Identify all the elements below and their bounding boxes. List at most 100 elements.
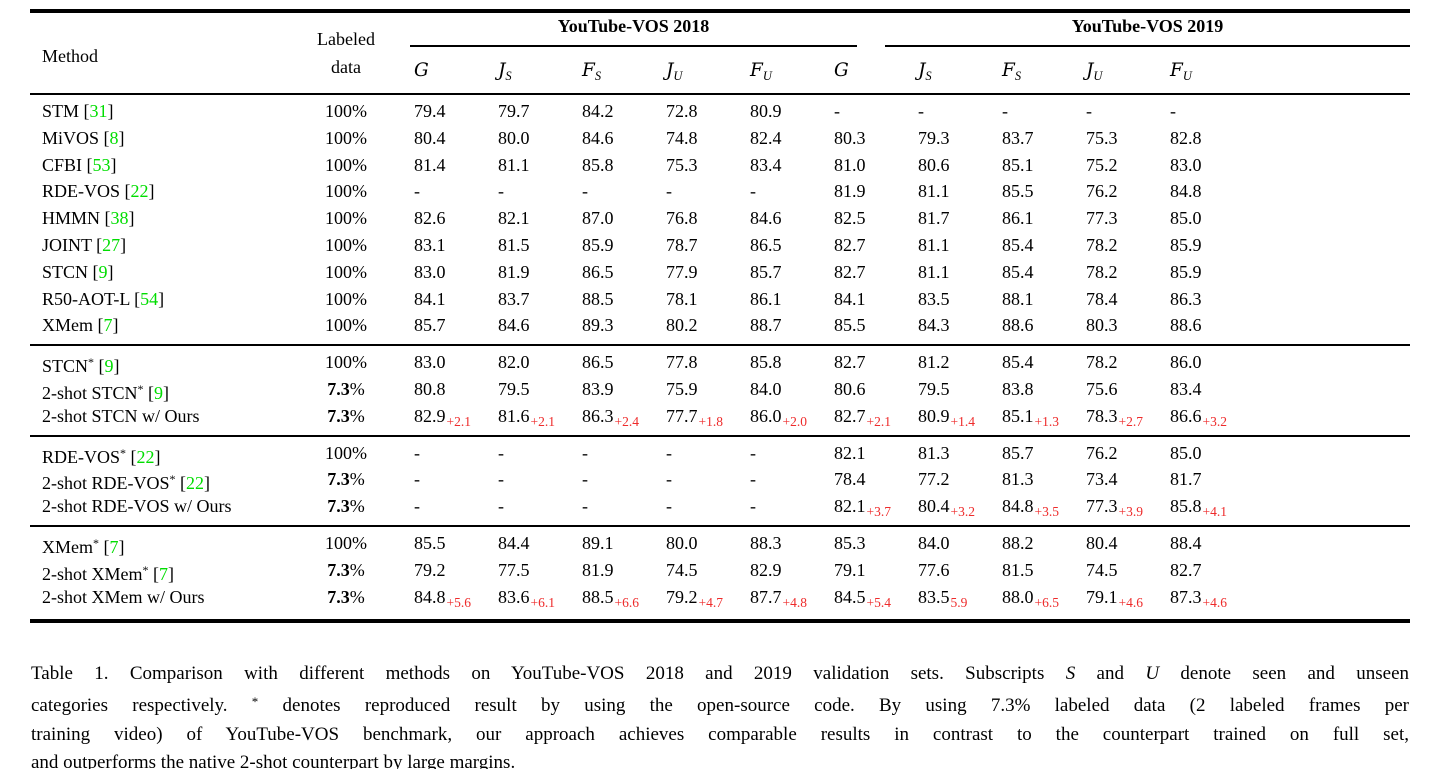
column-gap [392, 205, 410, 232]
table-row: R50-AOT-L [54] 100% 84.1 83.7 88.5 78.1 86.1 84… [30, 286, 1440, 313]
metric-subscript: U [762, 68, 772, 83]
metric-cell: - [498, 442, 504, 463]
table-row: STCN* [9] 100% 83.0 82.0 86.5 77.8 85.8 82.7 81.… [30, 349, 1440, 376]
metric-cell: 82.7 [834, 234, 866, 255]
labeled-data-cell: 7.3% [327, 405, 365, 426]
labeled-data-cell: 100% [325, 101, 367, 121]
metric-cell: 82.1 [834, 442, 866, 463]
method-cell: RDE-VOS* [22] [42, 445, 161, 467]
method-cell: MiVOS [8] [42, 127, 125, 148]
metric-cell: 81.3 [918, 442, 950, 463]
metric-cell: 82.7 [1170, 559, 1202, 580]
metric-cell: 79.5 [918, 378, 950, 399]
metric-cell: 86.6+3.2 [1170, 405, 1228, 429]
labeled-data-line2: data [331, 56, 361, 77]
metric-cell: 89.1 [582, 532, 614, 553]
caption-line: and outperforms the native 2-shot counte… [31, 752, 516, 769]
citation-ref: 8 [109, 127, 119, 148]
metric-cell: - [582, 469, 588, 490]
metric-cell: - [1086, 101, 1092, 121]
citation-ref: 22 [130, 181, 149, 202]
table-row: JOINT [27] 100% 83.1 81.5 85.9 78.7 86.5 82.7 81… [30, 232, 1440, 259]
metric-cell: 82.1 [498, 208, 530, 229]
metric-cell: - [582, 496, 588, 517]
table-row: XMem [7] 100% 85.7 84.6 89.3 80.2 88.7 85.5 84.3… [30, 312, 1440, 339]
labeled-data-cell: 100% [325, 261, 367, 282]
method-cell: 2-shot XMem* [7] [42, 562, 174, 584]
citation-ref: 7 [159, 563, 168, 584]
metric-cell: 78.3+2.7 [1086, 405, 1144, 429]
metric-cell: 82.1+3.7 [834, 496, 891, 520]
metric-cell: 86.5 [582, 352, 614, 373]
metric-cell: 84.8 [1170, 181, 1202, 202]
metric-letter: J [918, 59, 926, 81]
group-header-ytvos-2019: YouTube-VOS 2019 [885, 16, 1410, 47]
metric-subscript: S [925, 68, 932, 83]
metric-cell: 80.8 [414, 378, 446, 399]
citation-ref: 9 [154, 382, 164, 403]
metric-letter: J [1086, 59, 1094, 81]
metric-cell: 85.5 [1002, 181, 1034, 202]
column-gap [392, 98, 410, 125]
improvement-subscript: +4.6 [1118, 594, 1144, 610]
improvement-subscript: +3.2 [1202, 413, 1228, 429]
metric-cell: 82.6 [414, 208, 446, 229]
improvement-subscript: +3.2 [950, 504, 976, 520]
metric-cell: 81.9 [834, 181, 866, 202]
metric-subscript: S [594, 68, 602, 83]
reproduced-star: * [137, 381, 144, 396]
labeled-data-cell: 100% [325, 127, 367, 148]
improvement-subscript: +2.1 [446, 413, 472, 429]
metric-cell: 74.5 [1086, 559, 1118, 580]
metric-cell: 84.4 [498, 532, 530, 553]
metric-cell: 78.2 [1086, 234, 1118, 255]
improvement-subscript: +2.7 [1118, 413, 1144, 429]
labeled-data-cell: 7.3% [327, 496, 365, 517]
metric-cell: 81.0 [834, 154, 866, 175]
metric-cell: 88.7 [750, 315, 782, 336]
metric-letter: G [414, 59, 429, 81]
column-gap [392, 312, 410, 339]
metric-cell: 85.5 [414, 532, 446, 553]
metric-cell: 85.9 [1170, 234, 1202, 255]
table-section: STCN* [9] 100% 83.0 82.0 86.5 77.8 85.8 82.7 81.… [0, 346, 1440, 434]
improvement-subscript: +3.9 [1118, 504, 1144, 520]
metric-cell: 80.4 [414, 127, 446, 148]
method-cell: STCN [9] [42, 261, 114, 282]
method-cell: 2-shot RDE-VOS w/ Ours [42, 496, 232, 517]
table-row: 2-shot RDE-VOS* [22] 7.3% - - - - - 78.4 77.2 81.… [30, 466, 1440, 493]
metric-cell: 86.0+2.0 [750, 405, 807, 429]
metric-cell: 86.0 [1170, 352, 1202, 373]
metric-cell: 84.3 [918, 315, 950, 336]
metric-cell: 85.4 [1002, 352, 1034, 373]
citation-ref: 53 [92, 154, 111, 175]
table-row: RDE-VOS* [22] 100% - - - - - 82.1 81.3 85.7 76.2 85… [30, 440, 1440, 467]
metric-cell: - [834, 101, 840, 121]
column-gap [392, 493, 410, 520]
citation-ref: 22 [186, 473, 205, 494]
metric-header-2019-JU: JU [1082, 60, 1166, 84]
metric-cell: 82.5 [834, 208, 866, 229]
citation-ref: 7 [103, 315, 113, 336]
metric-cell: 81.9 [498, 261, 530, 282]
group-header-ytvos-2018: YouTube-VOS 2018 [410, 16, 857, 47]
caption-asterisk: * [251, 694, 259, 710]
method-cell: XMem [7] [42, 315, 119, 336]
metric-cell: 85.8 [582, 154, 614, 175]
metric-cell: 77.3+3.9 [1086, 496, 1144, 520]
metric-cell: - [666, 442, 672, 463]
labeled-data-cell: 7.3% [327, 469, 365, 490]
metric-cell: 75.6 [1086, 378, 1118, 399]
metric-cell: 78.2 [1086, 352, 1118, 373]
metric-cell: - [918, 101, 924, 121]
metric-cell: 83.0 [414, 261, 446, 282]
metric-cell: 84.6 [582, 127, 614, 148]
metric-cell: 85.5 [834, 315, 866, 336]
metric-cell: 84.1 [834, 288, 866, 309]
column-gap [392, 125, 410, 152]
caption-italic-term: S [1065, 662, 1076, 684]
metric-cell: - [582, 181, 588, 202]
column-gap [392, 403, 410, 430]
metric-cell: - [750, 442, 756, 463]
metric-cell: 79.7 [498, 101, 530, 121]
